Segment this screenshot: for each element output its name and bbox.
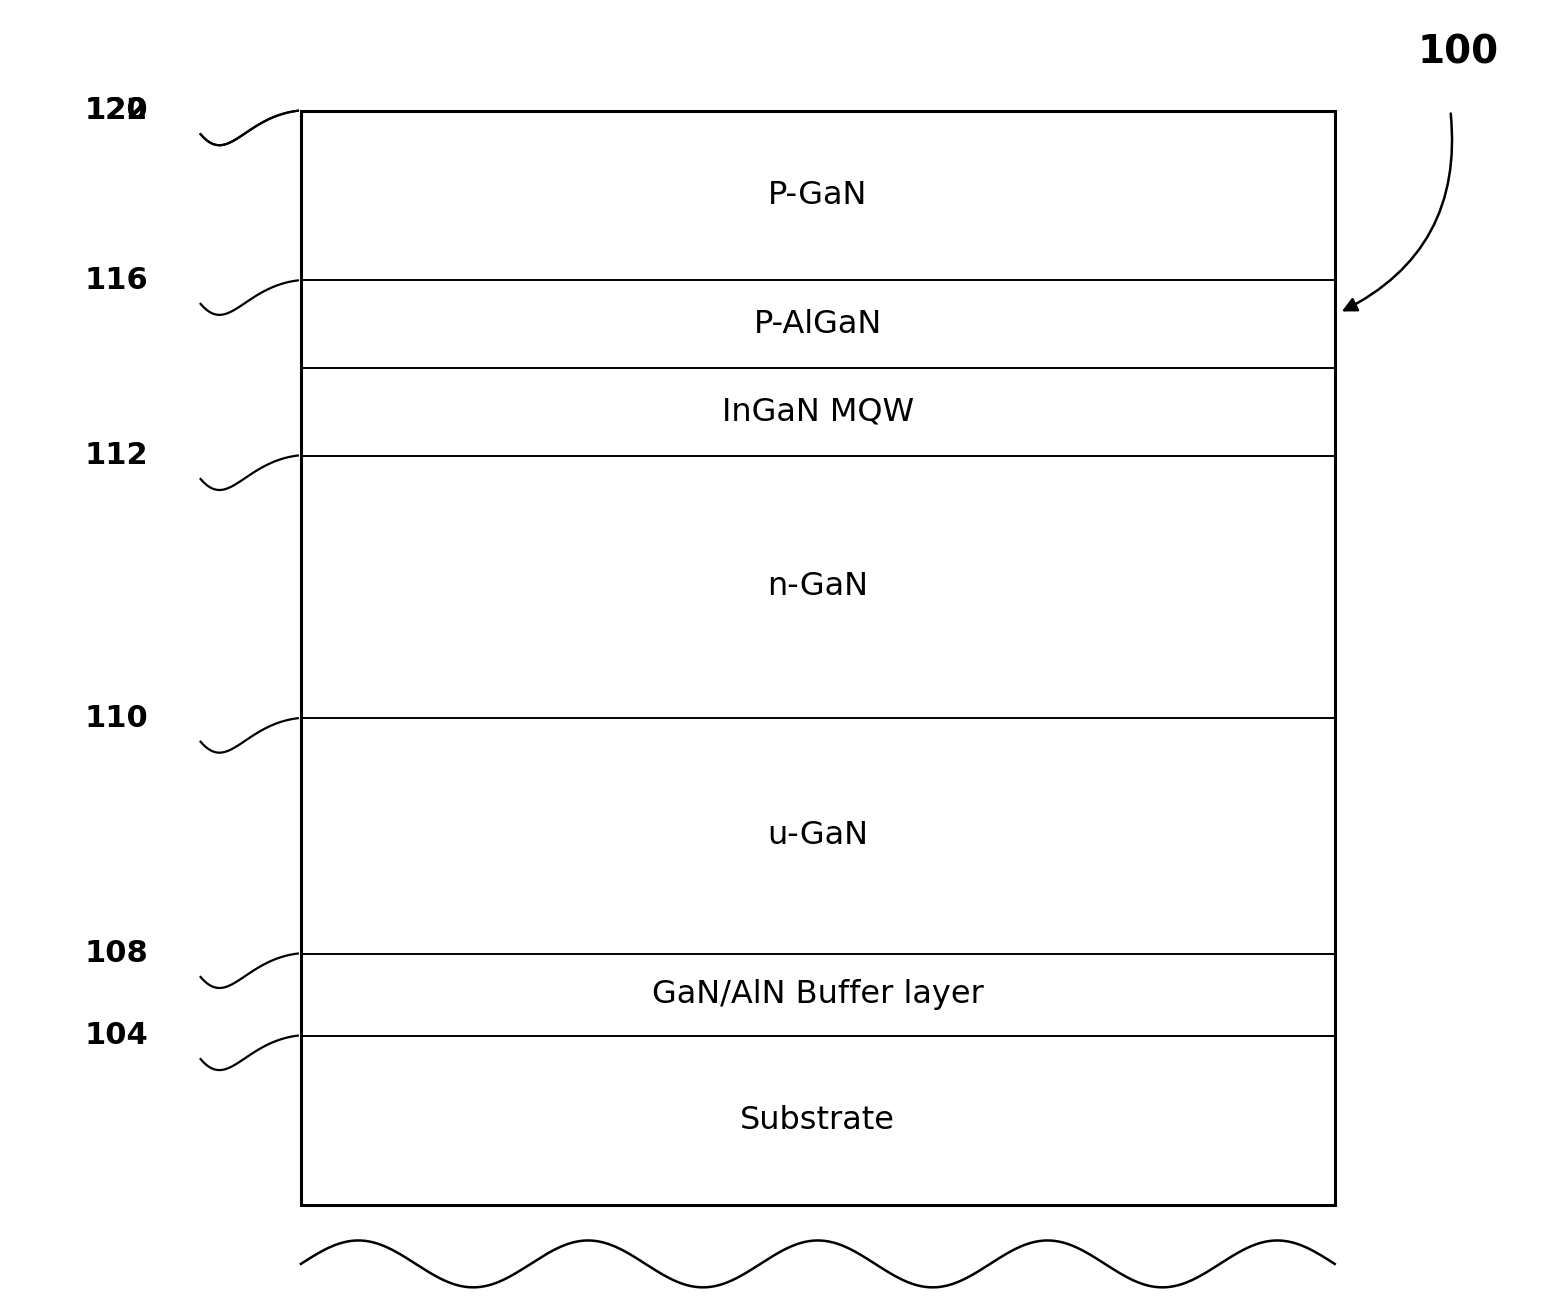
Bar <box>301 111 1335 1205</box>
Text: P-AlGaN: P-AlGaN <box>753 309 883 340</box>
Text: InGaN MQW: InGaN MQW <box>722 396 913 427</box>
Text: 120: 120 <box>85 96 148 125</box>
Text: Substrate: Substrate <box>741 1105 895 1136</box>
Text: u-GaN: u-GaN <box>767 821 869 851</box>
Text: GaN/AlN Buffer layer: GaN/AlN Buffer layer <box>651 979 984 1010</box>
Text: P-GaN: P-GaN <box>768 180 867 211</box>
Text: 116: 116 <box>85 266 148 294</box>
Text: 110: 110 <box>85 704 148 732</box>
Text: 104: 104 <box>85 1022 148 1050</box>
Text: 100: 100 <box>1418 34 1498 72</box>
Text: n-GaN: n-GaN <box>767 572 869 602</box>
Text: 108: 108 <box>85 939 148 968</box>
Text: 122: 122 <box>85 96 148 125</box>
Text: 112: 112 <box>85 440 148 470</box>
